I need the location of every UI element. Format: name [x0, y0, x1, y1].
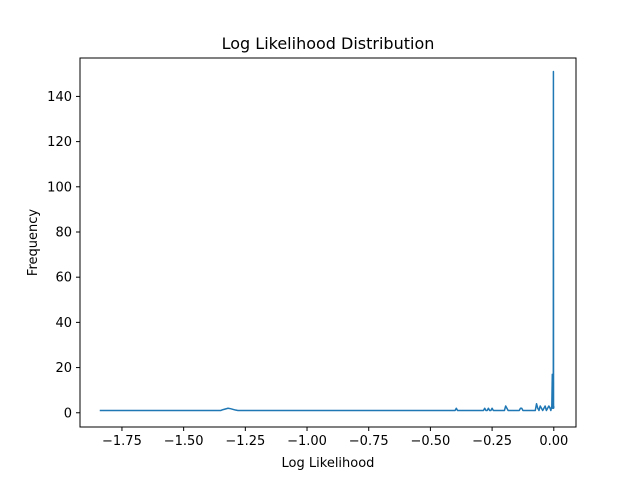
x-tick-label: −1.25: [225, 434, 265, 449]
x-tick-label: −1.50: [164, 434, 204, 449]
y-tick-label: 80: [55, 225, 72, 240]
y-tick-label: 60: [55, 271, 72, 286]
y-tick-label: 120: [47, 135, 72, 150]
x-tick-label: −0.50: [410, 434, 450, 449]
plot-area: [99, 70, 555, 412]
chart-title: Log Likelihood Distribution: [222, 34, 435, 53]
axes-frame: [79, 57, 577, 428]
x-tick-label: −1.75: [102, 434, 142, 449]
y-tick-label: 0: [64, 406, 72, 421]
y-tick-label: 40: [55, 316, 72, 331]
y-axis-label: Frequency: [26, 209, 41, 276]
x-tick-label: −1.00: [287, 434, 327, 449]
y-tick-label: 20: [55, 361, 72, 376]
x-axis-label: Log Likelihood: [282, 456, 375, 471]
x-tick-label: −0.25: [472, 434, 512, 449]
y-tick-label: 100: [47, 180, 72, 195]
y-axis: 0 20 40 60 80 100 120 140: [47, 90, 80, 421]
y-tick-label: 140: [47, 90, 72, 105]
x-axis: −1.75 −1.50 −1.25 −1.00 −0.75 −0.50 −0.25 0.00: [102, 427, 568, 449]
x-tick-label: 0.00: [539, 434, 568, 449]
x-tick-label: −0.75: [349, 434, 389, 449]
series-line-0: [99, 70, 555, 412]
